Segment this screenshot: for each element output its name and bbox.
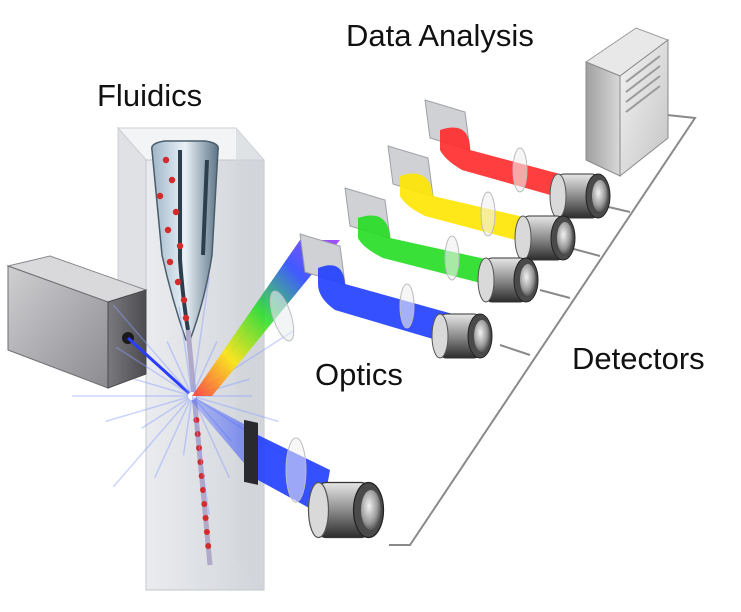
red-channel [424,99,575,200]
detector-camera-icon [514,215,576,261]
laser-source-icon [6,255,148,389]
lens-icon [444,235,460,281]
detector-camera-icon [549,173,611,219]
blue-channel [299,233,460,344]
green-channel [344,187,508,288]
fluorescence-beam [192,240,340,396]
laser-beam [126,336,194,398]
detector-array [307,173,611,539]
detector-camera-icon [431,313,493,359]
fluidics-label: Fluidics [97,78,203,113]
lens-icon [480,191,496,237]
detector-camera-icon [307,481,385,539]
detector-camera-icon [477,257,539,303]
computer-tower-icon [584,27,670,178]
optics-label: Optics [315,357,403,392]
detectors-label: Detectors [572,341,705,376]
lens-icon [399,283,415,329]
sheath-nozzle-icon [151,140,219,341]
lens-icon [512,147,528,193]
lens-icon [285,437,307,503]
data-analysis-label: Data Analysis [346,18,534,53]
collection-lens-icon [269,290,295,342]
cell-particles [156,156,212,549]
yellow-channel [387,145,545,246]
